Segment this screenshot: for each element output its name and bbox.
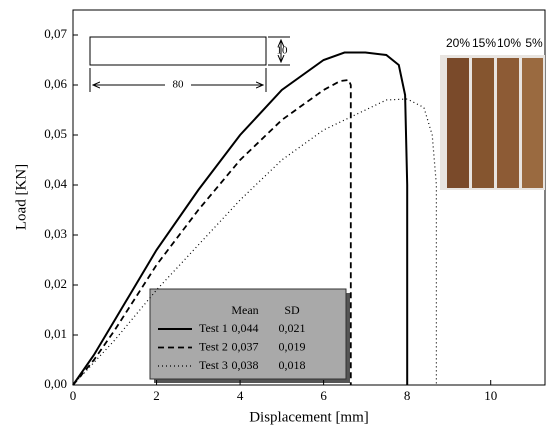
y-tick-label: 0,00: [44, 376, 67, 391]
y-tick-label: 0,01: [44, 326, 67, 341]
y-tick-label: 0,07: [44, 26, 67, 41]
legend-value: 0,038: [232, 358, 259, 372]
x-tick-label: 6: [320, 388, 327, 403]
legend-box: [149, 288, 347, 380]
photo-label: 20%: [446, 36, 470, 50]
series-line: [72, 51, 409, 386]
legend-header: SD: [284, 303, 300, 317]
legend-label: Test 1: [199, 321, 228, 335]
x-tick-label: 0: [70, 388, 77, 403]
photo-label: 5%: [525, 36, 543, 50]
legend-value: 0,037: [232, 339, 259, 353]
photo-label: 15%: [472, 36, 496, 50]
specimen-drawing: 10 80: [89, 36, 290, 92]
legend-label: Test 3: [199, 358, 228, 372]
x-tick-label: 8: [404, 388, 411, 403]
series-line: [72, 79, 352, 386]
x-tick-label: 4: [237, 388, 244, 403]
legend-label: Test 2: [199, 339, 228, 353]
legend-value: 0,021: [279, 321, 306, 335]
photo-label: 10%: [497, 36, 521, 50]
x-tick-label: 2: [153, 388, 160, 403]
photo-inset: [440, 55, 545, 190]
legend-value: 0,019: [279, 339, 306, 353]
y-tick-label: 0,02: [44, 276, 67, 291]
y-tick-label: 0,04: [44, 176, 67, 191]
x-axis-title: Displacement [mm]: [249, 409, 369, 425]
y-axis-title: Load [KN]: [13, 164, 29, 230]
dim-label: 10: [277, 45, 289, 57]
y-tick-label: 0,06: [44, 76, 67, 91]
series-line: [72, 98, 437, 386]
y-tick-label: 0,05: [44, 126, 67, 141]
legend-value: 0,044: [232, 321, 259, 335]
x-tick-label: 10: [484, 388, 497, 403]
plot-frame: [72, 9, 546, 386]
y-tick-label: 0,03: [44, 226, 67, 241]
legend-value: 0,018: [279, 358, 306, 372]
dim-label: 80: [173, 79, 185, 91]
legend-header: Mean: [231, 303, 258, 317]
